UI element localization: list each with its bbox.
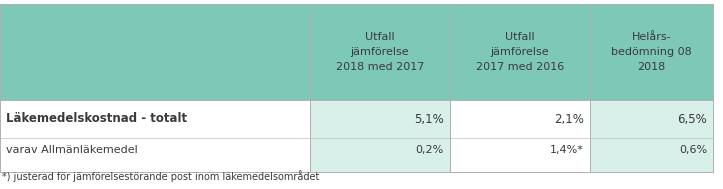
Text: Läkemedelskostnad - totalt: Läkemedelskostnad - totalt [6,112,187,125]
Text: varav Allmänläkemedel: varav Allmänläkemedel [6,145,138,155]
Bar [310,138,450,162]
Bar [450,162,590,172]
Text: Utfall
jämförelse
2018 med 2017: Utfall jämförelse 2018 med 2017 [335,32,424,72]
Bar [310,162,450,172]
Bar [0,162,310,172]
Bar [310,100,450,138]
Text: 6,5%: 6,5% [677,112,707,125]
Text: 1,4%*: 1,4%* [550,145,584,155]
Text: Utfall
jämförelse
2017 med 2016: Utfall jämförelse 2017 med 2016 [476,32,564,72]
Bar [0,4,713,100]
Text: 0,6%: 0,6% [679,145,707,155]
Text: *) justerad för jämförelsestörande post inom läkemedelsområdet: *) justerad för jämförelsestörande post … [2,170,320,182]
Bar [590,100,713,138]
Bar [450,100,590,138]
Text: 0,2%: 0,2% [416,145,444,155]
Bar [0,138,310,162]
Bar [590,138,713,162]
Text: 2,1%: 2,1% [554,112,584,125]
Bar [590,162,713,172]
Bar [0,100,310,138]
Bar [450,138,590,162]
Text: 5,1%: 5,1% [414,112,444,125]
Text: Helårs-
bedömning 08
2018: Helårs- bedömning 08 2018 [611,32,692,72]
